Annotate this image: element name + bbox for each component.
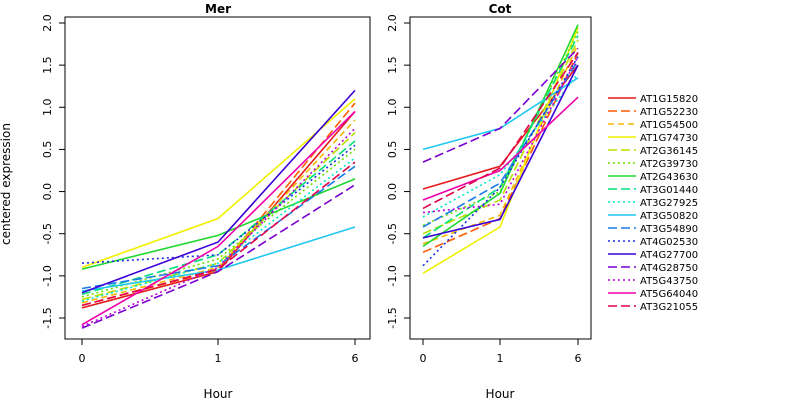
x-axis-label-mer: Hour <box>204 387 233 400</box>
legend-entry: AT1G52230 <box>640 107 698 118</box>
legend-entry: AT2G43630 <box>640 172 698 183</box>
y-tick-label: -0.5 <box>386 223 399 244</box>
legend-entry: AT1G54500 <box>640 120 698 131</box>
x-tick-label: 6 <box>575 352 582 365</box>
y-tick-label: 1.5 <box>41 56 54 74</box>
series-line-cot-at3g21055 <box>422 52 579 210</box>
y-axis-cot: -1.5 -1.0 -0.5 0.0 0.5 1.0 1.5 2.0 <box>386 14 410 329</box>
series-line-cot-at3g01440 <box>422 35 579 239</box>
panel-mer: Mer -1.5 -1.0 -0.5 0.0 0.5 1.0 1.5 2.0 0 1 6 Hour <box>41 2 371 400</box>
legend-entry: AT3G54890 <box>640 224 698 235</box>
x-axis-label-cot: Hour <box>486 387 515 400</box>
series-line-cot-at5g43750 <box>422 56 579 214</box>
series-line-cot-at4g02530 <box>422 56 579 267</box>
series-lines-mer <box>81 89 356 329</box>
plot-frame-mer <box>64 16 371 340</box>
legend-entry: AT2G36145 <box>640 146 698 157</box>
legend-entry: AT1G74730 <box>640 133 698 144</box>
legend-entry: AT3G27925 <box>640 198 698 209</box>
series-line-cot-at4g28750 <box>422 47 579 163</box>
y-tick-label: 1.0 <box>386 99 399 117</box>
y-tick-label: 0.5 <box>386 141 399 159</box>
legend-entry: AT3G01440 <box>640 185 698 196</box>
y-tick-label: 2.0 <box>41 14 54 32</box>
series-line-mer-at2g36145 <box>81 132 356 301</box>
legend-entry: AT3G50820 <box>640 211 698 222</box>
panel-title-cot: Cot <box>489 2 512 16</box>
y-tick-label: 0.5 <box>41 141 54 159</box>
y-tick-label: -1.0 <box>386 265 399 286</box>
series-lines-cot <box>422 24 579 274</box>
y-tick-label: 1.5 <box>386 56 399 74</box>
series-line-mer-at4g27700 <box>81 89 356 294</box>
legend-entry: AT1G15820 <box>640 94 698 105</box>
series-line-mer-at4g02530 <box>81 144 356 264</box>
series-line-mer-at5g64040 <box>81 110 356 326</box>
y-tick-label: -1.0 <box>41 265 54 286</box>
series-line-mer-at2g39730 <box>81 148 356 298</box>
legend-entry: AT4G02530 <box>640 237 698 248</box>
series-line-mer-at4g28750 <box>81 184 356 329</box>
panel-title-mer: Mer <box>205 2 231 16</box>
y-tick-label: 1.0 <box>41 99 54 117</box>
legend-entry: AT5G43750 <box>640 276 698 287</box>
series-line-cot-at2g36145 <box>422 39 579 235</box>
series-line-cot-at1g15820 <box>422 64 579 190</box>
legend-entry: AT4G28750 <box>640 263 698 274</box>
legend-entry: AT3G21055 <box>640 302 698 313</box>
series-line-cot-at1g54500 <box>422 43 579 245</box>
x-tick-label: 0 <box>420 352 427 365</box>
series-line-cot-at2g43630 <box>422 24 579 248</box>
series-line-mer-at1g15820 <box>81 110 356 309</box>
x-axis-cot: 0 1 6 <box>420 339 582 365</box>
y-tick-label: -1.5 <box>41 307 54 328</box>
y-tick-label: 0.0 <box>386 183 399 201</box>
y-tick-label: -0.5 <box>41 223 54 244</box>
series-line-mer-at2g43630 <box>81 178 356 270</box>
y-tick-label: 0.0 <box>41 183 54 201</box>
series-line-cot-at5g64040 <box>422 96 579 201</box>
series-line-mer-at1g54500 <box>81 119 356 304</box>
legend-entry: AT4G27700 <box>640 250 698 261</box>
series-line-mer-at1g52230 <box>81 102 356 307</box>
panel-cot: Cot -1.5 -1.0 -0.5 0.0 0.5 1.0 1.5 2.0 0 1 6 Hour <box>386 2 592 400</box>
series-line-mer-at3g21055 <box>81 161 356 307</box>
legend-entry: AT5G64040 <box>640 289 698 300</box>
series-line-mer-at3g27925 <box>81 157 356 302</box>
legend: AT1G15820 AT1G52230 AT1G54500 AT1G74730 AT2G… <box>608 94 698 313</box>
series-line-mer-at3g50820 <box>81 226 356 292</box>
x-axis-mer: 0 1 6 <box>79 339 359 365</box>
series-line-cot-at4g27700 <box>422 64 579 239</box>
y-axis-label: centered expression <box>0 123 13 245</box>
y-axis-label-group: centered expression <box>0 123 13 245</box>
x-tick-label: 6 <box>352 352 359 365</box>
x-tick-label: 1 <box>215 352 222 365</box>
y-tick-label: 2.0 <box>386 14 399 32</box>
x-tick-label: 0 <box>79 352 86 365</box>
x-tick-label: 1 <box>497 352 504 365</box>
y-tick-label: -1.5 <box>386 307 399 328</box>
series-line-cot-at1g74730 <box>422 26 579 274</box>
y-axis-mer: -1.5 -1.0 -0.5 0.0 0.5 1.0 1.5 2.0 <box>41 14 65 329</box>
series-line-mer-at1g74730 <box>81 98 356 269</box>
legend-entry: AT2G39730 <box>640 159 698 170</box>
series-line-mer-at3g54890 <box>81 165 356 290</box>
